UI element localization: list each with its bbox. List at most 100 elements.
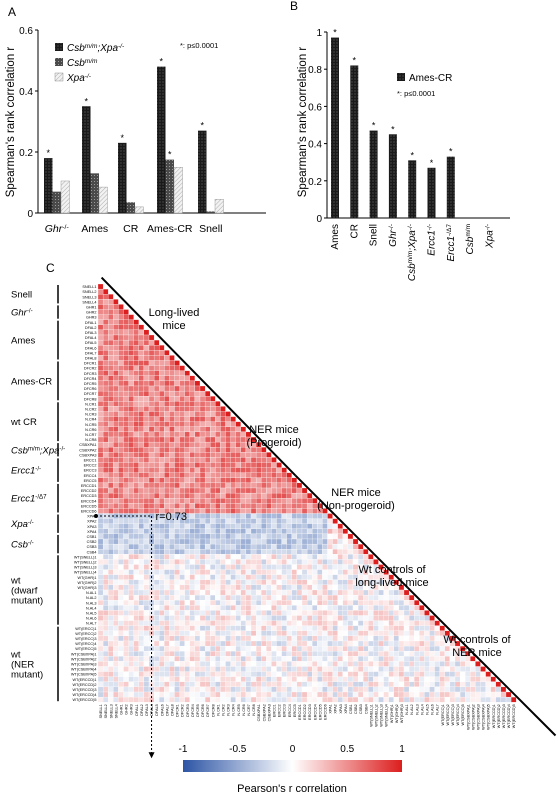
heatmap-cell <box>128 401 134 407</box>
heatmap-cell <box>368 589 374 596</box>
heatmap-cell <box>128 334 134 341</box>
heatmap-cell <box>317 523 323 529</box>
heatmap-cell <box>347 594 354 601</box>
heatmap-col-label: WT(CSBXPA)1 <box>466 704 470 730</box>
heatmap-cell <box>102 482 109 489</box>
heatmap-cell <box>352 538 359 545</box>
heatmap-cell <box>123 396 129 402</box>
heatmap-cell <box>357 615 364 621</box>
heatmap-cell <box>271 645 277 652</box>
heatmap-cell <box>153 620 160 626</box>
heatmap-col-label: DFAL5 <box>155 704 159 716</box>
heatmap-cell <box>108 487 114 494</box>
heatmap-col-label: N.AL7 <box>436 704 440 715</box>
heatmap-cell <box>225 533 231 540</box>
heatmap-cell <box>444 671 451 677</box>
heatmap-cell <box>322 523 328 529</box>
heatmap-cell <box>383 605 389 611</box>
heatmap-cell <box>312 656 318 662</box>
heatmap-cell <box>143 508 150 514</box>
heatmap-cell <box>383 625 389 631</box>
heatmap-cell <box>148 447 155 453</box>
heatmap-cell <box>123 309 129 315</box>
heatmap-cell <box>123 370 129 376</box>
heatmap-cell <box>169 416 175 422</box>
heatmap-cell <box>306 671 313 677</box>
heatmap-cell <box>123 564 129 570</box>
heatmap-cell <box>383 630 389 637</box>
heatmap-cell <box>276 523 282 529</box>
heatmap-cell <box>113 696 119 703</box>
heatmap-cell <box>230 584 236 591</box>
bar-snell-csbm-m-xpa <box>198 130 207 213</box>
heatmap-cell <box>245 492 252 499</box>
heatmap-cell <box>169 600 175 606</box>
heatmap-cell <box>266 457 272 463</box>
heatmap-cell <box>225 574 231 580</box>
heatmap-cell <box>189 686 196 693</box>
heatmap-cell <box>225 518 231 524</box>
heatmap-cell <box>153 666 160 672</box>
heatmap-cell <box>342 589 349 596</box>
heatmap-cell <box>271 523 277 529</box>
heatmap-cell <box>128 477 134 484</box>
heatmap-cell <box>174 498 180 504</box>
heatmap-cell <box>143 676 150 682</box>
legend-label-ames-cr: Ames-CR <box>409 73 452 84</box>
heatmap-cell <box>357 661 364 667</box>
heatmap-cell <box>97 304 104 310</box>
heatmap-cell <box>128 390 134 397</box>
heatmap-cell <box>235 584 241 591</box>
heatmap-cell <box>118 605 124 611</box>
heatmap-cell <box>424 610 430 616</box>
heatmap-cell <box>174 360 180 366</box>
heatmap-cell <box>215 579 221 586</box>
heatmap-cell <box>393 625 400 631</box>
heatmap-cell <box>108 319 114 325</box>
heatmap-cell <box>286 630 292 637</box>
heatmap-cell <box>159 554 165 560</box>
heatmap-cell <box>419 635 425 642</box>
heatmap-cell <box>133 339 139 346</box>
heatmap-cell <box>179 605 185 611</box>
heatmap-cell <box>419 625 425 631</box>
heatmap-cell <box>128 605 134 611</box>
heatmap-cell <box>337 589 343 596</box>
heatmap-cell <box>148 365 155 371</box>
heatmap-cell <box>255 656 262 662</box>
heatmap-cell <box>138 594 145 601</box>
heatmap-cell <box>449 686 456 693</box>
heatmap-cell <box>123 390 129 397</box>
heatmap-cell <box>327 640 333 647</box>
colorbar-tick-label: 0.5 <box>340 744 354 755</box>
heatmap-cell <box>215 635 221 642</box>
heatmap-cell <box>194 569 201 575</box>
heatmap-cell <box>133 482 139 489</box>
heatmap-cell <box>159 401 165 407</box>
heatmap-cell <box>184 462 190 468</box>
heatmap-cell <box>317 569 323 575</box>
heatmap-cell <box>225 589 231 596</box>
heatmap-cell <box>322 681 328 688</box>
heatmap-cell <box>429 635 435 642</box>
heatmap-cell <box>235 574 241 580</box>
heatmap-cell <box>123 594 129 601</box>
heatmap-cell <box>434 651 440 657</box>
heatmap-cell <box>322 666 328 672</box>
heatmap-cell <box>240 549 247 555</box>
heatmap-cell <box>169 615 175 621</box>
heatmap-cell <box>215 426 221 433</box>
heatmap-cell <box>164 431 170 438</box>
heatmap-cell <box>261 594 267 601</box>
heatmap-cell <box>174 492 180 499</box>
heatmap-cell <box>235 452 241 458</box>
heatmap-row-label: N.AL3 <box>86 601 97 605</box>
heatmap-cell <box>199 467 206 473</box>
heatmap-cell <box>368 640 374 647</box>
heatmap-cell <box>342 686 349 693</box>
heatmap-cell <box>240 436 247 443</box>
heatmap-cell <box>123 477 129 484</box>
heatmap-cell <box>199 615 206 621</box>
heatmap-cell <box>138 620 145 626</box>
heatmap-cell <box>266 645 272 652</box>
